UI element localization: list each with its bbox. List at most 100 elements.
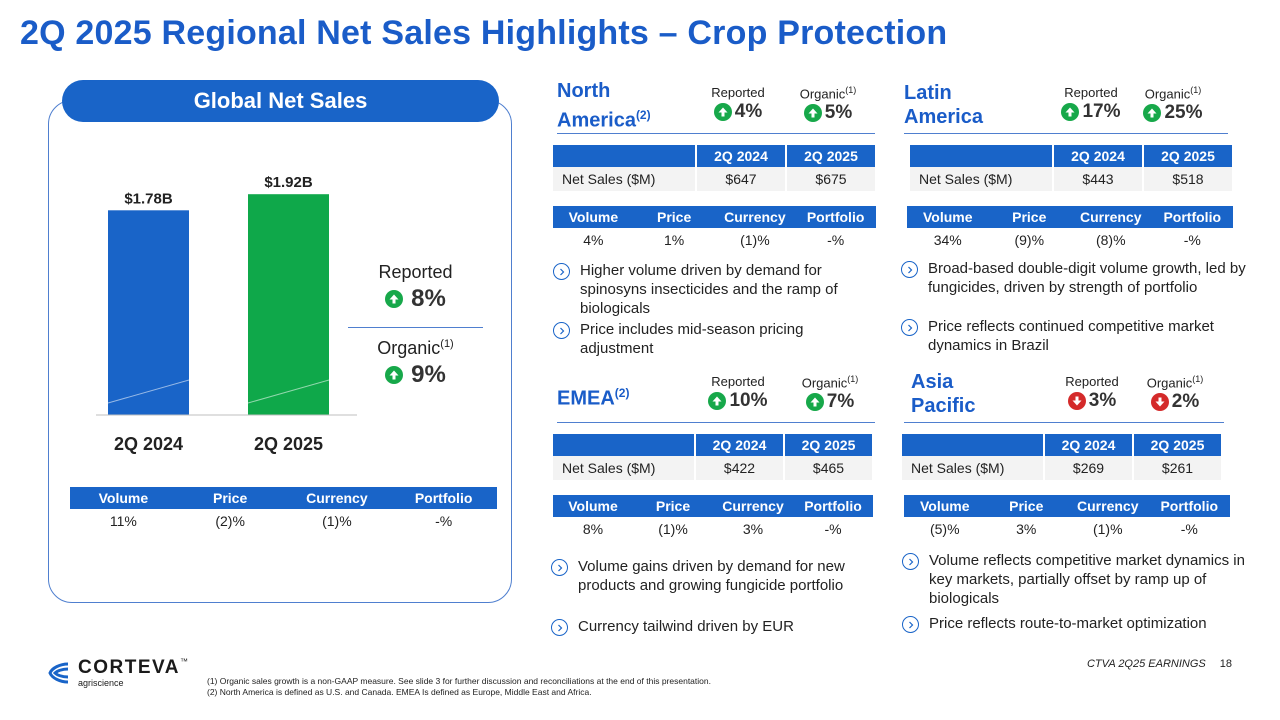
table-cell: $443 [1053, 167, 1144, 191]
table-header-row: 2Q 2024 2Q 2025 [553, 434, 874, 456]
table-row: 34% (9)% (8)% -% [907, 228, 1233, 252]
table-header: Currency [714, 206, 796, 228]
table-cell: $647 [696, 167, 787, 191]
table-cell: -% [1151, 228, 1233, 252]
global-organic-footnote: (1) [440, 338, 454, 350]
bar-data-label: $1.78B [124, 190, 173, 207]
global-reported-value: 8% [411, 285, 446, 312]
region-divider [557, 422, 875, 423]
metric-value: 5% [824, 102, 853, 124]
region-title-text: America [557, 109, 636, 132]
bullet-item: Price includes mid-season pricing adjust… [553, 320, 873, 358]
table-row-label: Net Sales ($M) [902, 456, 1045, 480]
table-header: 2Q 2025 [784, 434, 874, 456]
table-header: Volume [553, 495, 633, 517]
bullet-text: Price reflects route-to-market optimizat… [929, 615, 1207, 632]
bar-data-label: $1.92B [264, 174, 313, 191]
metric-label-row: Organic(1) [1135, 85, 1211, 101]
logo-word-row: CORTEVA™ [78, 657, 188, 678]
region-title-line: Asia [911, 371, 954, 393]
table-header: 2Q 2024 [695, 434, 785, 456]
region-title-line: Pacific [911, 395, 976, 417]
logo-word: CORTEVA [78, 657, 180, 678]
table-cell: (1)% [633, 517, 713, 541]
arrow-up-icon [1143, 104, 1162, 123]
page-title: 2Q 2025 Regional Net Sales Highlights – … [20, 14, 948, 52]
region-title-text: EMEA [557, 387, 615, 410]
table-cell: 8% [553, 517, 633, 541]
global-organic-value: 9% [411, 361, 446, 388]
bullet-item: Higher volume driven by demand for spino… [553, 261, 873, 318]
arrow-up-icon [385, 290, 404, 308]
footnote: (1) Organic sales growth is a non-GAAP m… [207, 676, 711, 686]
metric-value-row: 17% [1052, 101, 1130, 123]
metric-footnote: (1) [845, 85, 857, 95]
table-cell: 1% [633, 228, 715, 252]
chevron-right-circle-icon [902, 616, 919, 633]
table-header: Price [985, 495, 1067, 517]
metric-value: 2% [1171, 391, 1200, 413]
table-header: Portfolio [1151, 206, 1233, 228]
bullet-item: Price reflects route-to-market optimizat… [902, 614, 1252, 633]
metric-value: 7% [826, 391, 855, 413]
table-header-blank [910, 145, 1054, 167]
bar-sheen [247, 379, 330, 404]
logo-text: CORTEVA™ agriscience [78, 658, 188, 688]
table-header: Portfolio [1148, 495, 1230, 517]
table-header: Price [176, 487, 284, 509]
table-row: 8% (1)% 3% -% [553, 517, 873, 541]
table-header: Currency [1067, 495, 1149, 517]
ap-drivers-table: Volume Price Currency Portfolio (5)% 3% … [904, 495, 1230, 541]
category-label: 2Q 2025 [254, 434, 323, 454]
bar-2q-2025 [248, 194, 329, 415]
region-divider [904, 133, 1228, 134]
metric-value-row: 10% [700, 390, 776, 412]
metric-footnote: (1) [847, 374, 859, 384]
table-cell: (1)% [1067, 517, 1149, 541]
arrow-up-icon [708, 392, 727, 410]
bullet-text: Price includes mid-season pricing adjust… [580, 321, 804, 357]
la-organic-metric: Organic(1) 25% [1135, 85, 1211, 124]
metric-label-row: Organic(1) [792, 374, 868, 390]
metric-label-row: Organic(1) [1137, 374, 1213, 390]
region-title-line: America [904, 106, 983, 128]
metric-footnote: (1) [1190, 85, 1202, 95]
table-header: Portfolio [793, 495, 873, 517]
metric-value-row: 3% [1054, 390, 1130, 412]
emea-net-sales-table: 2Q 2024 2Q 2025 Net Sales ($M) $422 $465 [553, 434, 874, 480]
table-header: Volume [907, 206, 989, 228]
la-reported-metric: Reported 17% [1052, 85, 1130, 123]
table-header: 2Q 2025 [1133, 434, 1223, 456]
table-header-row: Volume Price Currency Portfolio [553, 495, 873, 517]
arrow-down-icon [1067, 392, 1086, 410]
table-cell: -% [390, 509, 497, 533]
global-reported-label: Reported [378, 262, 453, 282]
corteva-logo: CORTEVA™ agriscience [46, 658, 188, 688]
table-row: Net Sales ($M) $269 $261 [902, 456, 1223, 480]
table-header-row: Volume Price Currency Portfolio [553, 206, 876, 228]
global-reported-value-row: 8% [348, 285, 483, 313]
table-cell: -% [795, 228, 876, 252]
metric-footnote: (1) [1192, 374, 1204, 384]
table-header-blank [902, 434, 1045, 456]
metric-label: Organic [801, 375, 848, 391]
global-net-sales-header: Global Net Sales [62, 80, 499, 122]
table-header: 2Q 2024 [1044, 434, 1134, 456]
emea-reported-metric: Reported 10% [700, 374, 776, 412]
table-cell: -% [793, 517, 873, 541]
table-header: Price [988, 206, 1070, 228]
region-divider [904, 422, 1224, 423]
table-header-blank [553, 434, 696, 456]
chevron-right-circle-icon [551, 619, 568, 636]
ap-reported-metric: Reported 3% [1054, 374, 1130, 412]
page-info: CTVA 2Q25 EARNINGS 18 [1087, 658, 1232, 670]
global-organic-label-row: Organic(1) [348, 338, 483, 359]
bullet-item: Broad-based double-digit volume growth, … [901, 259, 1251, 297]
table-header: 2Q 2024 [696, 145, 787, 167]
table-cell: 11% [70, 509, 177, 533]
ap-net-sales-table: 2Q 2024 2Q 2025 Net Sales ($M) $269 $261 [902, 434, 1223, 480]
bullet-text: Price reflects continued competitive mar… [928, 318, 1214, 354]
global-organic-value-row: 9% [348, 361, 483, 389]
table-header-row: Volume Price Currency Portfolio [904, 495, 1230, 517]
chevron-right-circle-icon [901, 319, 918, 336]
